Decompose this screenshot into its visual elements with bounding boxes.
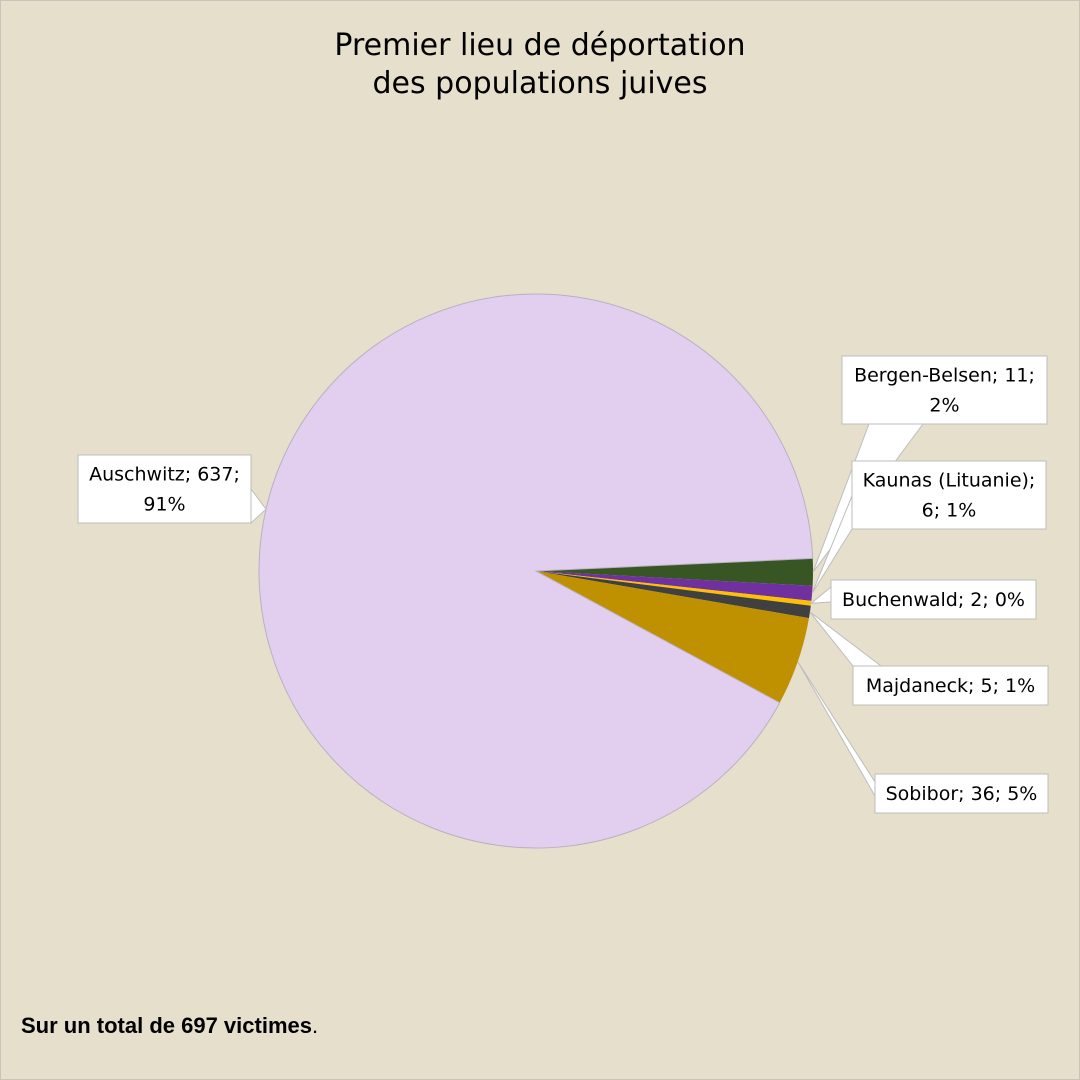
footnote-total: Sur un total de 697 victimes	[21, 1013, 312, 1038]
chart-title: Premier lieu de déportation des populati…	[1, 27, 1079, 103]
pie-slice-buchenwald	[536, 571, 812, 606]
pie-slice-bergen-belsen	[536, 558, 813, 586]
data-label-text: Majdaneck; 5; 1%	[866, 675, 1035, 697]
data-label-majdaneck: Majdaneck; 5; 1%	[852, 665, 1049, 706]
data-label-text: 91%	[143, 494, 185, 516]
data-label-text: Buchenwald; 2; 0%	[842, 589, 1025, 611]
data-label-sobibor: Sobibor; 36; 5%	[874, 773, 1049, 814]
footnote: Sur un total de 697 victimes.	[21, 1013, 318, 1039]
data-label-text: 6; 1%	[922, 500, 977, 522]
data-label-text: Sobibor; 36; 5%	[886, 783, 1038, 805]
chart-title-line-2: des populations juives	[372, 66, 708, 101]
leader-line-majdaneck	[809, 611, 883, 667]
pie-slice-majdaneck	[536, 571, 811, 619]
data-label-text: 2%	[929, 395, 959, 417]
data-label-buchenwald: Buchenwald; 2; 0%	[830, 579, 1037, 620]
data-label-text: Bergen-Belsen; 11;	[854, 365, 1035, 387]
chart-title-line-1: Premier lieu de déportation	[334, 28, 746, 63]
data-label-box	[852, 665, 1049, 706]
data-label-text: Kaunas (Lituanie);	[863, 470, 1036, 492]
footnote-period: .	[311, 1013, 319, 1038]
data-label-box	[874, 773, 1049, 814]
data-label-kaunas-lituanie: Kaunas (Lituanie); 6; 1%	[851, 460, 1047, 530]
leader-line-kaunas-lituanie	[811, 495, 853, 594]
data-label-box	[851, 460, 1047, 530]
data-label-box	[77, 454, 252, 524]
data-label-box	[830, 579, 1037, 620]
data-label-text: Auschwitz; 637;	[89, 464, 240, 486]
pie-slice-kaunas-lituanie	[536, 571, 813, 601]
data-label-bergen-belsen: Bergen-Belsen; 11; 2%	[841, 355, 1048, 425]
pie-slice-sobibor	[536, 571, 809, 703]
data-label-box	[841, 355, 1048, 425]
data-label-auschwitz: Auschwitz; 637; 91%	[77, 454, 252, 524]
